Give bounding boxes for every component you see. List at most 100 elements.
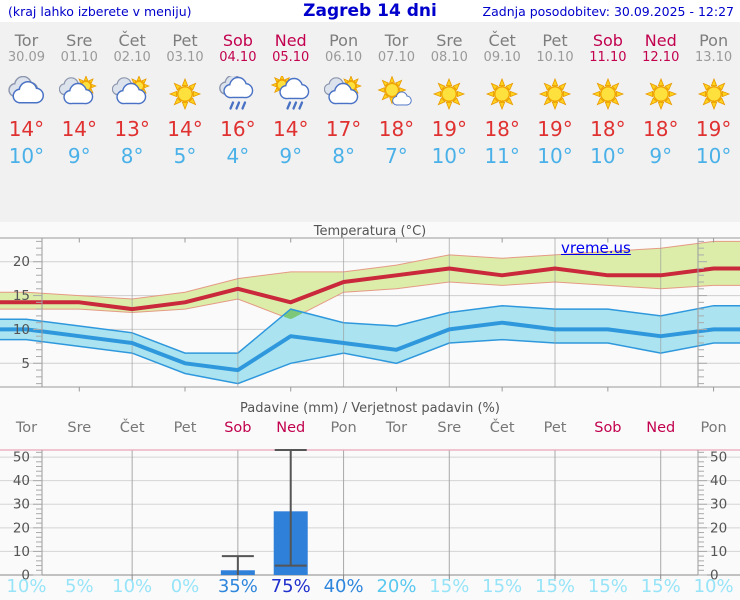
day-name-label: Pon (329, 31, 359, 50)
svg-text:40: 40 (710, 473, 727, 489)
day-name-label: Čet (118, 31, 146, 50)
temperature-chart: 5 10 15 20 (0, 237, 740, 392)
day-name-label: Tor (384, 31, 409, 50)
precip-day-label: Pon (700, 420, 727, 436)
svg-text:40: 40 (13, 473, 30, 489)
day-date-label: 13.10 (694, 50, 733, 65)
precip-day-label: Čet (119, 420, 145, 436)
precip-probability: 10% (6, 576, 47, 597)
sunny-icon (486, 77, 519, 111)
day-date-label: 04.10 (219, 50, 257, 65)
day-min-temp: 4° (226, 144, 250, 168)
day-name-label: Ned (644, 31, 677, 50)
weather-icon-cell (581, 73, 634, 115)
day-max-temp: 14° (167, 117, 203, 141)
day-date-label: 10.10 (536, 50, 574, 65)
weather-icon-cell (211, 73, 264, 115)
precip-probability: 5% (65, 576, 94, 597)
day-date-label: 05.10 (272, 50, 310, 65)
menu-hint: (kraj lahko izberete v meniju) (8, 4, 192, 19)
sunny-icon (433, 77, 466, 111)
day-column: Sre 08.10 19° 10° (423, 22, 476, 222)
rain-icon (219, 76, 254, 110)
precip-probability: 20% (376, 576, 417, 597)
svg-text:5: 5 (21, 356, 30, 372)
day-column: Pon 06.10 17° 8° (317, 22, 370, 222)
svg-text:50: 50 (710, 450, 727, 466)
precip-day-label: Tor (385, 420, 408, 436)
svg-text:30: 30 (710, 497, 727, 513)
day-min-temp: 10° (537, 144, 573, 168)
weather-icon-cell (370, 73, 423, 115)
svg-text:10: 10 (13, 322, 30, 338)
day-max-temp: 18° (590, 117, 626, 141)
day-min-temp: 9° (279, 144, 303, 168)
sun-cloud-icon (59, 76, 98, 105)
day-name-label: Sre (66, 31, 93, 50)
precip-day-label: Sre (437, 420, 462, 436)
svg-text:10: 10 (710, 544, 727, 560)
weather-icon-cell (423, 73, 476, 115)
day-max-temp: 14° (61, 117, 98, 141)
precip-day-label: Ned (646, 420, 676, 436)
weather-icon-cell (106, 73, 159, 115)
day-date-label: 01.10 (60, 50, 98, 65)
precip-day-label: Sob (594, 420, 622, 436)
day-date-label: 11.10 (589, 50, 627, 65)
day-max-temp: 14° (8, 117, 45, 141)
page-title: Zagreb 14 dni (303, 1, 437, 21)
day-column: Sob 04.10 16° 4° (211, 22, 264, 222)
day-name-label: Čet (488, 31, 516, 50)
weather-icon-cell (529, 73, 582, 115)
day-max-temp: 17° (325, 117, 362, 141)
precip-probability: 10% (693, 576, 734, 597)
precip-probability: 15% (640, 576, 681, 597)
day-column: Ned 12.10 18° 9° (634, 22, 687, 222)
weather-icon-cell (264, 73, 317, 115)
last-update-label: Zadnja posodobitev: 30.09.2025 - 12:27 (482, 4, 734, 19)
day-max-temp: 19° (431, 117, 468, 141)
day-min-temp: 10° (590, 144, 626, 168)
sun-rain-icon (270, 76, 309, 110)
day-name-label: Pon (699, 31, 729, 50)
sunny-icon (538, 77, 572, 111)
watermark-link[interactable]: vreme.us (561, 239, 631, 257)
sun-cloud-icon (112, 76, 151, 105)
svg-text:20: 20 (13, 254, 30, 270)
svg-text:30: 30 (13, 497, 30, 513)
day-min-temp: 9° (649, 144, 673, 168)
page-header: (kraj lahko izberete v meniju) Zagreb 14… (0, 0, 740, 22)
day-date-label: 09.10 (483, 50, 521, 65)
precip-day-label: Tor (15, 420, 38, 436)
precip-probability: 75% (270, 576, 311, 597)
day-date-label: 06.10 (324, 50, 363, 65)
day-min-temp: 8° (332, 144, 355, 168)
day-column: Čet 09.10 18° 11° (476, 22, 529, 222)
day-min-temp: 5° (173, 144, 197, 168)
precip-probability: 15% (482, 576, 523, 597)
precip-day-label: Ned (276, 420, 306, 436)
day-date-label: 03.10 (166, 50, 204, 65)
day-name-label: Sre (436, 31, 463, 50)
day-column: Pet 03.10 14° 5° (159, 22, 212, 222)
day-column: Sre 01.10 14° 9° (53, 22, 106, 222)
precip-day-label: Pet (543, 420, 567, 436)
day-date-label: 08.10 (430, 50, 468, 65)
forecast-day-strip: Tor 30.09 14° 10° Sre 01.10 14° 9° Čet 02.10 13° 8°… (0, 22, 740, 222)
day-min-temp: 10° (431, 144, 468, 168)
day-column: Ned 05.10 14° 9° (264, 22, 317, 222)
precip-probability-row: 10% 5% 10% 0% 35% 75% 40% 20% 15% 15% 15% 15% 15% 10% (0, 576, 740, 597)
precip-day-label: Sob (224, 420, 252, 436)
day-name-label: Pet (172, 31, 198, 50)
svg-text:20: 20 (710, 520, 727, 536)
day-column: Tor 07.10 18° 7° (370, 22, 423, 222)
day-date-label: 30.09 (7, 50, 46, 65)
precip-probability: 10% (112, 576, 153, 597)
weather-icon-cell (317, 73, 370, 115)
day-max-temp: 19° (695, 117, 732, 141)
day-max-temp: 18° (643, 117, 679, 141)
day-column: Sob 11.10 18° 10° (581, 22, 634, 222)
sunny-icon (591, 77, 624, 111)
precip-probability: 15% (535, 576, 576, 597)
